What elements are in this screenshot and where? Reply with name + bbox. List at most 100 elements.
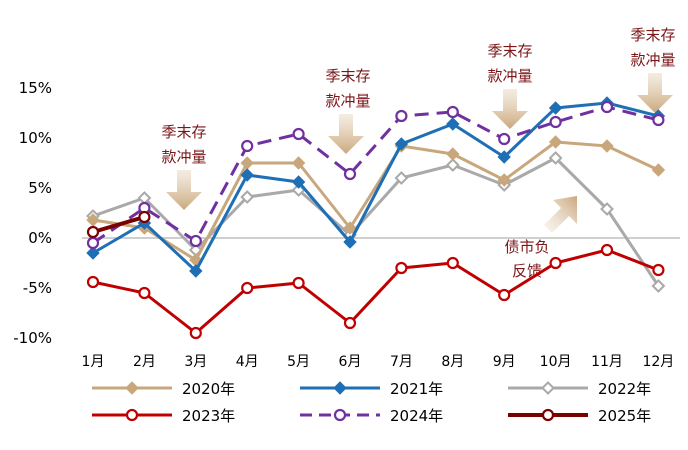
x-tick-label-5: 6月: [339, 354, 362, 370]
point-2021年-8月: [446, 117, 460, 131]
legend-marker-2025年: [541, 408, 555, 422]
x-tick-label-3: 4月: [236, 354, 259, 370]
annotation-arrow-0: [166, 170, 202, 210]
point-2023年-5月: [292, 276, 305, 290]
point-2021年-7月: [394, 137, 409, 151]
annotation-text-2-1: 款冲量: [487, 67, 532, 85]
point-2020年-10月: [548, 135, 563, 149]
annotation-text-2-0: 季末存: [487, 42, 532, 60]
point-2022年-11月: [600, 202, 614, 216]
annotation-text-4-0: 债市负: [504, 238, 549, 256]
x-tick-label-11: 12月: [642, 354, 674, 370]
point-2024年-7月: [395, 109, 408, 123]
legend: 2020年 2021年 2022年 2023年 2024年 2025年: [92, 380, 651, 425]
legend-item-2020年: 2020年: [92, 380, 235, 398]
point-2025年-2月: [138, 210, 151, 224]
series-2024年: [86, 100, 665, 250]
series-2022年: [86, 151, 666, 293]
point-2022年-12月: [651, 279, 666, 293]
y-tick-label-3: 0%: [28, 229, 52, 247]
legend-marker-2020年: [125, 381, 139, 395]
legend-item-2021年: 2021年: [300, 380, 443, 398]
y-tick-label-0: 15%: [19, 79, 52, 97]
point-2020年-6月: [343, 221, 357, 235]
point-2021年-5月: [291, 175, 306, 189]
x-tick-label-2: 3月: [184, 354, 207, 370]
point-2022年-7月: [394, 171, 409, 185]
annotation-text-3-1: 款冲量: [630, 51, 675, 69]
point-2020年-5月: [291, 156, 306, 170]
point-2023年-1月: [86, 275, 100, 289]
point-2024年-4月: [241, 139, 254, 153]
annotation-arrow-4: [544, 196, 577, 233]
annotation-arrow-2: [492, 89, 528, 129]
point-2024年-6月: [343, 167, 357, 181]
annotation-arrow-1: [328, 114, 364, 154]
point-2024年-11月: [600, 100, 614, 114]
legend-label-2020年: 2020年: [182, 380, 235, 398]
annotation-text-0-1: 款冲量: [161, 148, 206, 166]
y-tick-label-1: 10%: [19, 129, 52, 147]
point-2020年-4月: [240, 156, 254, 170]
series-2025年: [86, 210, 151, 239]
axis-layer: 15% 10% 5% 0% -5% -10% 1月 2月 3月 4月 5月 6月 7月 8月 9月 10月 11…: [13, 79, 680, 370]
point-2024年-3月: [189, 234, 202, 248]
legend-item-2023年: 2023年: [92, 407, 235, 425]
series-line-2020年: [92, 140, 660, 262]
legend-item-2024年: 2024年: [300, 407, 443, 425]
annotation-text-1-1: 款冲量: [325, 92, 370, 110]
legend-marker-2021年: [333, 381, 347, 395]
point-2023年-12月: [652, 263, 665, 277]
legend-marker-2023年: [125, 408, 139, 422]
annotation-text-4-1: 反馈: [512, 262, 542, 280]
point-2021年-3月: [189, 264, 203, 278]
point-2022年-4月: [240, 190, 255, 204]
point-2023年-8月: [446, 256, 459, 270]
point-2024年-8月: [446, 105, 459, 119]
point-2024年-5月: [292, 127, 305, 141]
annotation-arrow-3: [637, 73, 673, 113]
point-2021年-6月: [343, 235, 357, 249]
legend-label-2021年: 2021年: [390, 380, 443, 398]
legend-marker-2024年: [333, 408, 347, 422]
point-2021年-1月: [86, 246, 100, 260]
point-2023年-11月: [600, 243, 614, 257]
point-2023年-7月: [395, 261, 408, 275]
x-tick-label-10: 11月: [591, 354, 623, 370]
point-2020年-9月: [497, 173, 511, 187]
x-tick-label-8: 9月: [493, 354, 516, 370]
point-2023年-2月: [138, 286, 151, 300]
legend-item-2025年: 2025年: [508, 407, 651, 425]
series-layer: [86, 96, 666, 340]
point-2023年-9月: [498, 288, 511, 302]
legend-marker-2022年: [541, 381, 555, 395]
series-line-2024年: [92, 105, 659, 245]
x-tick-label-6: 7月: [390, 354, 413, 370]
point-2020年-12月: [651, 163, 666, 177]
y-tick-label-4: -5%: [23, 279, 52, 297]
x-tick-label-9: 10月: [540, 354, 572, 370]
y-tick-label-5: -10%: [13, 329, 52, 347]
x-tick-label-7: 8月: [441, 354, 464, 370]
annotation-text-1-0: 季末存: [325, 67, 370, 85]
point-2024年-12月: [652, 113, 665, 127]
series-2023年: [86, 243, 665, 340]
point-2021年-9月: [497, 150, 511, 164]
point-2020年-11月: [600, 139, 614, 153]
point-2023年-10月: [549, 256, 562, 270]
y-tick-label-2: 5%: [28, 179, 52, 197]
legend-label-2024年: 2024年: [390, 407, 443, 425]
legend-label-2025年: 2025年: [598, 407, 651, 425]
point-2025年-1月: [86, 225, 100, 239]
point-2023年-6月: [343, 316, 357, 330]
x-tick-label-1: 2月: [133, 354, 156, 370]
x-tick-label-0: 1月: [82, 354, 105, 370]
point-2023年-3月: [189, 326, 202, 340]
point-2024年-1月: [86, 236, 100, 250]
series-line-2021年: [92, 101, 659, 273]
series-line-2025年: [92, 215, 145, 234]
point-2020年-8月: [446, 147, 460, 161]
point-2024年-10月: [549, 115, 562, 129]
